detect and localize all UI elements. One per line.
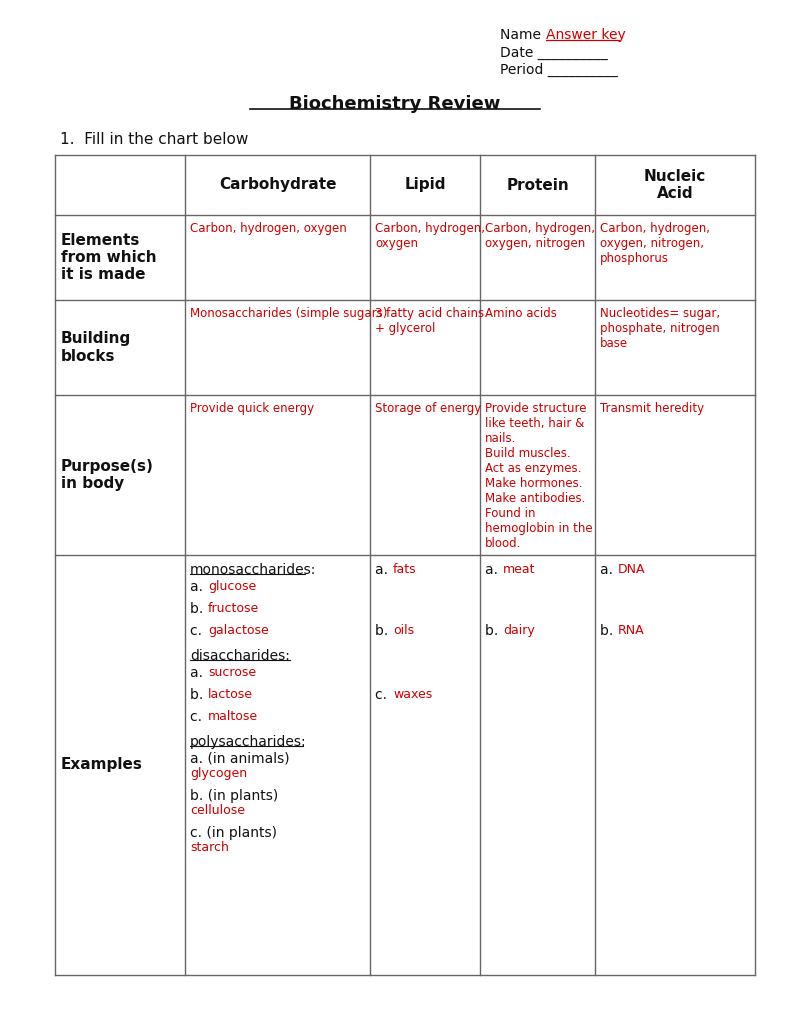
- Text: disaccharides:: disaccharides:: [190, 649, 290, 663]
- Text: c. (in plants): c. (in plants): [190, 826, 277, 840]
- Text: glycogen: glycogen: [190, 767, 247, 780]
- Text: polysaccharides:: polysaccharides:: [190, 735, 307, 749]
- Text: Monosaccharides (simple sugars): Monosaccharides (simple sugars): [190, 307, 388, 319]
- Text: Answer key: Answer key: [546, 28, 626, 42]
- Text: c.: c.: [190, 710, 206, 724]
- Text: Carbon, hydrogen,
oxygen, nitrogen: Carbon, hydrogen, oxygen, nitrogen: [485, 222, 595, 250]
- Text: Lipid: Lipid: [404, 177, 446, 193]
- Text: Nucleic
Acid: Nucleic Acid: [644, 169, 706, 201]
- Text: a.: a.: [375, 563, 392, 577]
- Text: waxes: waxes: [393, 688, 432, 701]
- Text: Purpose(s)
in body: Purpose(s) in body: [61, 459, 154, 492]
- Text: Protein: Protein: [506, 177, 569, 193]
- Text: a.: a.: [600, 563, 617, 577]
- Text: c.: c.: [375, 688, 392, 702]
- Text: b.: b.: [485, 624, 502, 638]
- Text: dairy: dairy: [503, 624, 535, 637]
- Text: b.: b.: [190, 602, 207, 616]
- Text: Name: Name: [500, 28, 545, 42]
- Text: Biochemistry Review: Biochemistry Review: [290, 95, 501, 113]
- Text: glucose: glucose: [208, 580, 256, 593]
- Text: b.: b.: [190, 688, 207, 702]
- Text: Provide quick energy: Provide quick energy: [190, 402, 314, 415]
- Text: Amino acids: Amino acids: [485, 307, 557, 319]
- Text: Carbohydrate: Carbohydrate: [219, 177, 336, 193]
- Text: DNA: DNA: [618, 563, 645, 575]
- Text: a. (in animals): a. (in animals): [190, 752, 290, 766]
- Text: maltose: maltose: [208, 710, 258, 723]
- Text: Period __________: Period __________: [500, 63, 618, 77]
- Text: meat: meat: [503, 563, 536, 575]
- Text: c.: c.: [190, 624, 206, 638]
- Text: sucrose: sucrose: [208, 666, 256, 679]
- Text: b.: b.: [375, 624, 392, 638]
- Text: a.: a.: [190, 666, 207, 680]
- Text: b.: b.: [600, 624, 618, 638]
- Text: monosaccharides:: monosaccharides:: [190, 563, 316, 577]
- Text: Carbon, hydrogen,
oxygen, nitrogen,
phosphorus: Carbon, hydrogen, oxygen, nitrogen, phos…: [600, 222, 710, 265]
- Text: Transmit heredity: Transmit heredity: [600, 402, 704, 415]
- Text: b. (in plants): b. (in plants): [190, 790, 278, 803]
- Text: Examples: Examples: [61, 758, 143, 772]
- Text: Storage of energy: Storage of energy: [375, 402, 481, 415]
- Text: Nucleotides= sugar,
phosphate, nitrogen
base: Nucleotides= sugar, phosphate, nitrogen …: [600, 307, 720, 350]
- Text: Date __________: Date __________: [500, 46, 607, 60]
- Text: galactose: galactose: [208, 624, 269, 637]
- Text: cellulose: cellulose: [190, 804, 245, 817]
- Text: starch: starch: [190, 841, 229, 854]
- Text: fructose: fructose: [208, 602, 259, 615]
- Text: Building
blocks: Building blocks: [61, 332, 131, 364]
- Text: oils: oils: [393, 624, 414, 637]
- Text: Carbon, hydrogen,
oxygen: Carbon, hydrogen, oxygen: [375, 222, 485, 250]
- Text: Elements
from which
it is made: Elements from which it is made: [61, 232, 157, 283]
- Text: RNA: RNA: [618, 624, 645, 637]
- Text: a.: a.: [190, 580, 207, 594]
- Text: lactose: lactose: [208, 688, 253, 701]
- Text: 3 fatty acid chains
+ glycerol: 3 fatty acid chains + glycerol: [375, 307, 484, 335]
- Text: a.: a.: [485, 563, 502, 577]
- Text: 1.  Fill in the chart below: 1. Fill in the chart below: [60, 132, 248, 147]
- Text: fats: fats: [393, 563, 417, 575]
- Text: Provide structure
like teeth, hair &
nails.
Build muscles.
Act as enzymes.
Make : Provide structure like teeth, hair & nai…: [485, 402, 592, 550]
- Text: Carbon, hydrogen, oxygen: Carbon, hydrogen, oxygen: [190, 222, 346, 234]
